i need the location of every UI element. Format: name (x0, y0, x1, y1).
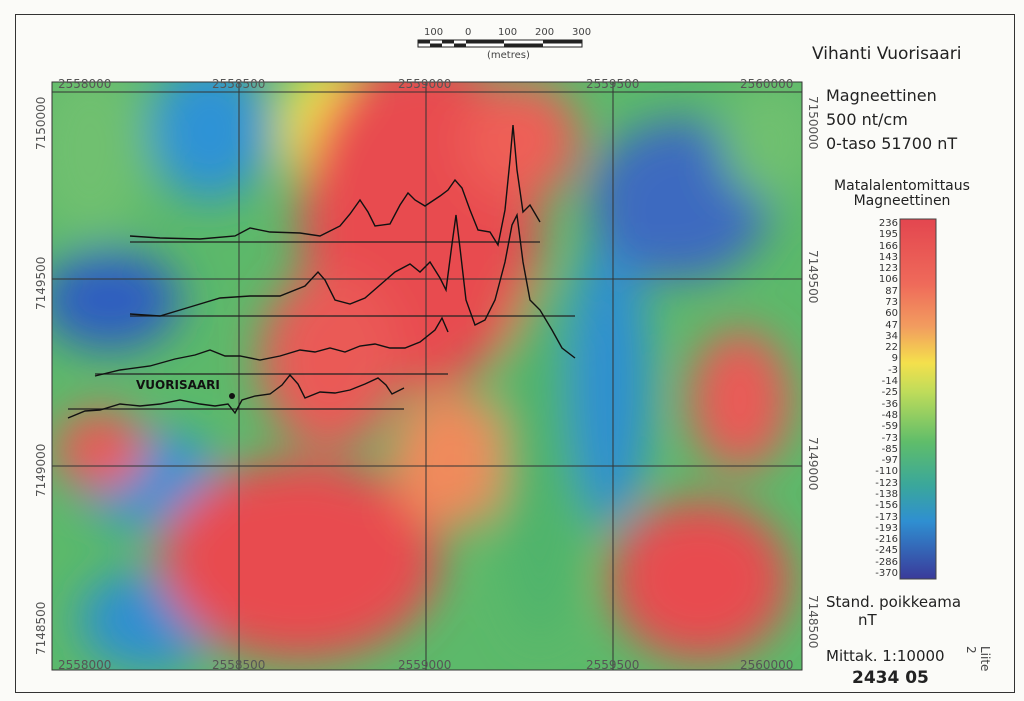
legend-value: -138 (875, 488, 898, 500)
legend-value: -216 (875, 534, 898, 546)
profile-baselines (68, 241, 575, 410)
y-tick-label: 7149500 (34, 256, 48, 310)
coordinate-grid (51, 81, 803, 671)
legend-value: -36 (881, 398, 898, 410)
legend-value: 123 (878, 263, 898, 275)
x-tick-label: 2558500 (212, 77, 266, 91)
scale-label: 200 (535, 27, 555, 38)
legend-value: -245 (875, 545, 898, 557)
x-tick-label: 2560000 (740, 658, 794, 672)
legend-value: 236 (878, 218, 898, 229)
y-tick-label: 7149000 (806, 437, 820, 491)
std-deviation-label: Stand. poikkeama (826, 593, 962, 611)
scale-label: 300 (572, 27, 592, 38)
scale-label: 0 (465, 27, 472, 38)
legend-value: -25 (881, 387, 898, 399)
legend-value: -3 (888, 364, 898, 376)
map-code: 2434 05 (852, 668, 929, 688)
scale-label: 100 (498, 27, 518, 38)
legend-value: 47 (885, 319, 898, 331)
legend-value: -370 (875, 568, 898, 579)
legend-value: 195 (878, 229, 898, 241)
map-scale: Mittak. 1:10000 (826, 647, 945, 665)
legend-title: Matalalentomittaus Magneettinen (834, 178, 970, 209)
legend-color-bar (899, 218, 937, 580)
appendix-label: Liite 2 (964, 646, 992, 672)
legend-value: 166 (878, 240, 898, 252)
y-tick-label: 7149500 (806, 250, 820, 304)
x-tick-label: 2558000 (58, 658, 112, 672)
legend-value: 106 (878, 274, 898, 286)
legend-value: -156 (875, 500, 898, 512)
x-tick-label: 2559000 (398, 77, 452, 91)
legend-value: -123 (875, 477, 898, 489)
y-tick-label: 7149000 (34, 443, 48, 497)
info-line-1: Magneettinen (826, 86, 937, 105)
legend-value: 9 (891, 353, 898, 365)
scale-label: 100 (424, 27, 444, 38)
y-tick-label: 7148500 (806, 595, 820, 649)
legend-value: -286 (875, 556, 898, 568)
y-tick-label: 7150000 (806, 96, 820, 150)
legend-value: 22 (885, 342, 898, 354)
legend-value: 34 (885, 330, 898, 342)
legend-value: 60 (885, 308, 898, 320)
vuorisaari-marker (229, 393, 235, 399)
y-tick-label: 7150000 (34, 96, 48, 150)
legend-value: 73 (885, 297, 898, 309)
x-tick-label: 2559000 (398, 658, 452, 672)
y-tick-label: 7148500 (34, 601, 48, 655)
legend-value: -48 (881, 409, 898, 421)
x-tick-label: 2560000 (740, 77, 794, 91)
place-label: VUORISAARI (136, 378, 220, 392)
legend-value: -193 (875, 522, 898, 534)
legend-value: 87 (885, 285, 898, 297)
legend-value: -14 (881, 376, 898, 388)
info-line-2: 500 nt/cm (826, 110, 908, 129)
scale-unit: (metres) (487, 50, 530, 61)
legend-value: -110 (875, 466, 898, 478)
legend-value: 143 (878, 251, 898, 263)
legend-value: -73 (881, 432, 898, 444)
map-frame (15, 14, 1015, 693)
scale-bar-graphic (417, 39, 583, 48)
x-tick-label: 2559500 (586, 77, 640, 91)
map-title: Vihanti Vuorisaari (812, 44, 962, 64)
legend-value: -173 (875, 511, 898, 523)
legend-value: -59 (881, 421, 898, 433)
info-line-3: 0-taso 51700 nT (826, 134, 958, 153)
std-deviation-unit: nT (858, 611, 877, 629)
magnetic-profiles (67, 124, 576, 419)
legend-value: -97 (881, 455, 898, 467)
anomaly-field (52, 82, 802, 670)
x-tick-label: 2559500 (586, 658, 640, 672)
x-tick-label: 2558500 (212, 658, 266, 672)
x-tick-label: 2558000 (58, 77, 112, 91)
legend-value: -85 (881, 443, 898, 455)
